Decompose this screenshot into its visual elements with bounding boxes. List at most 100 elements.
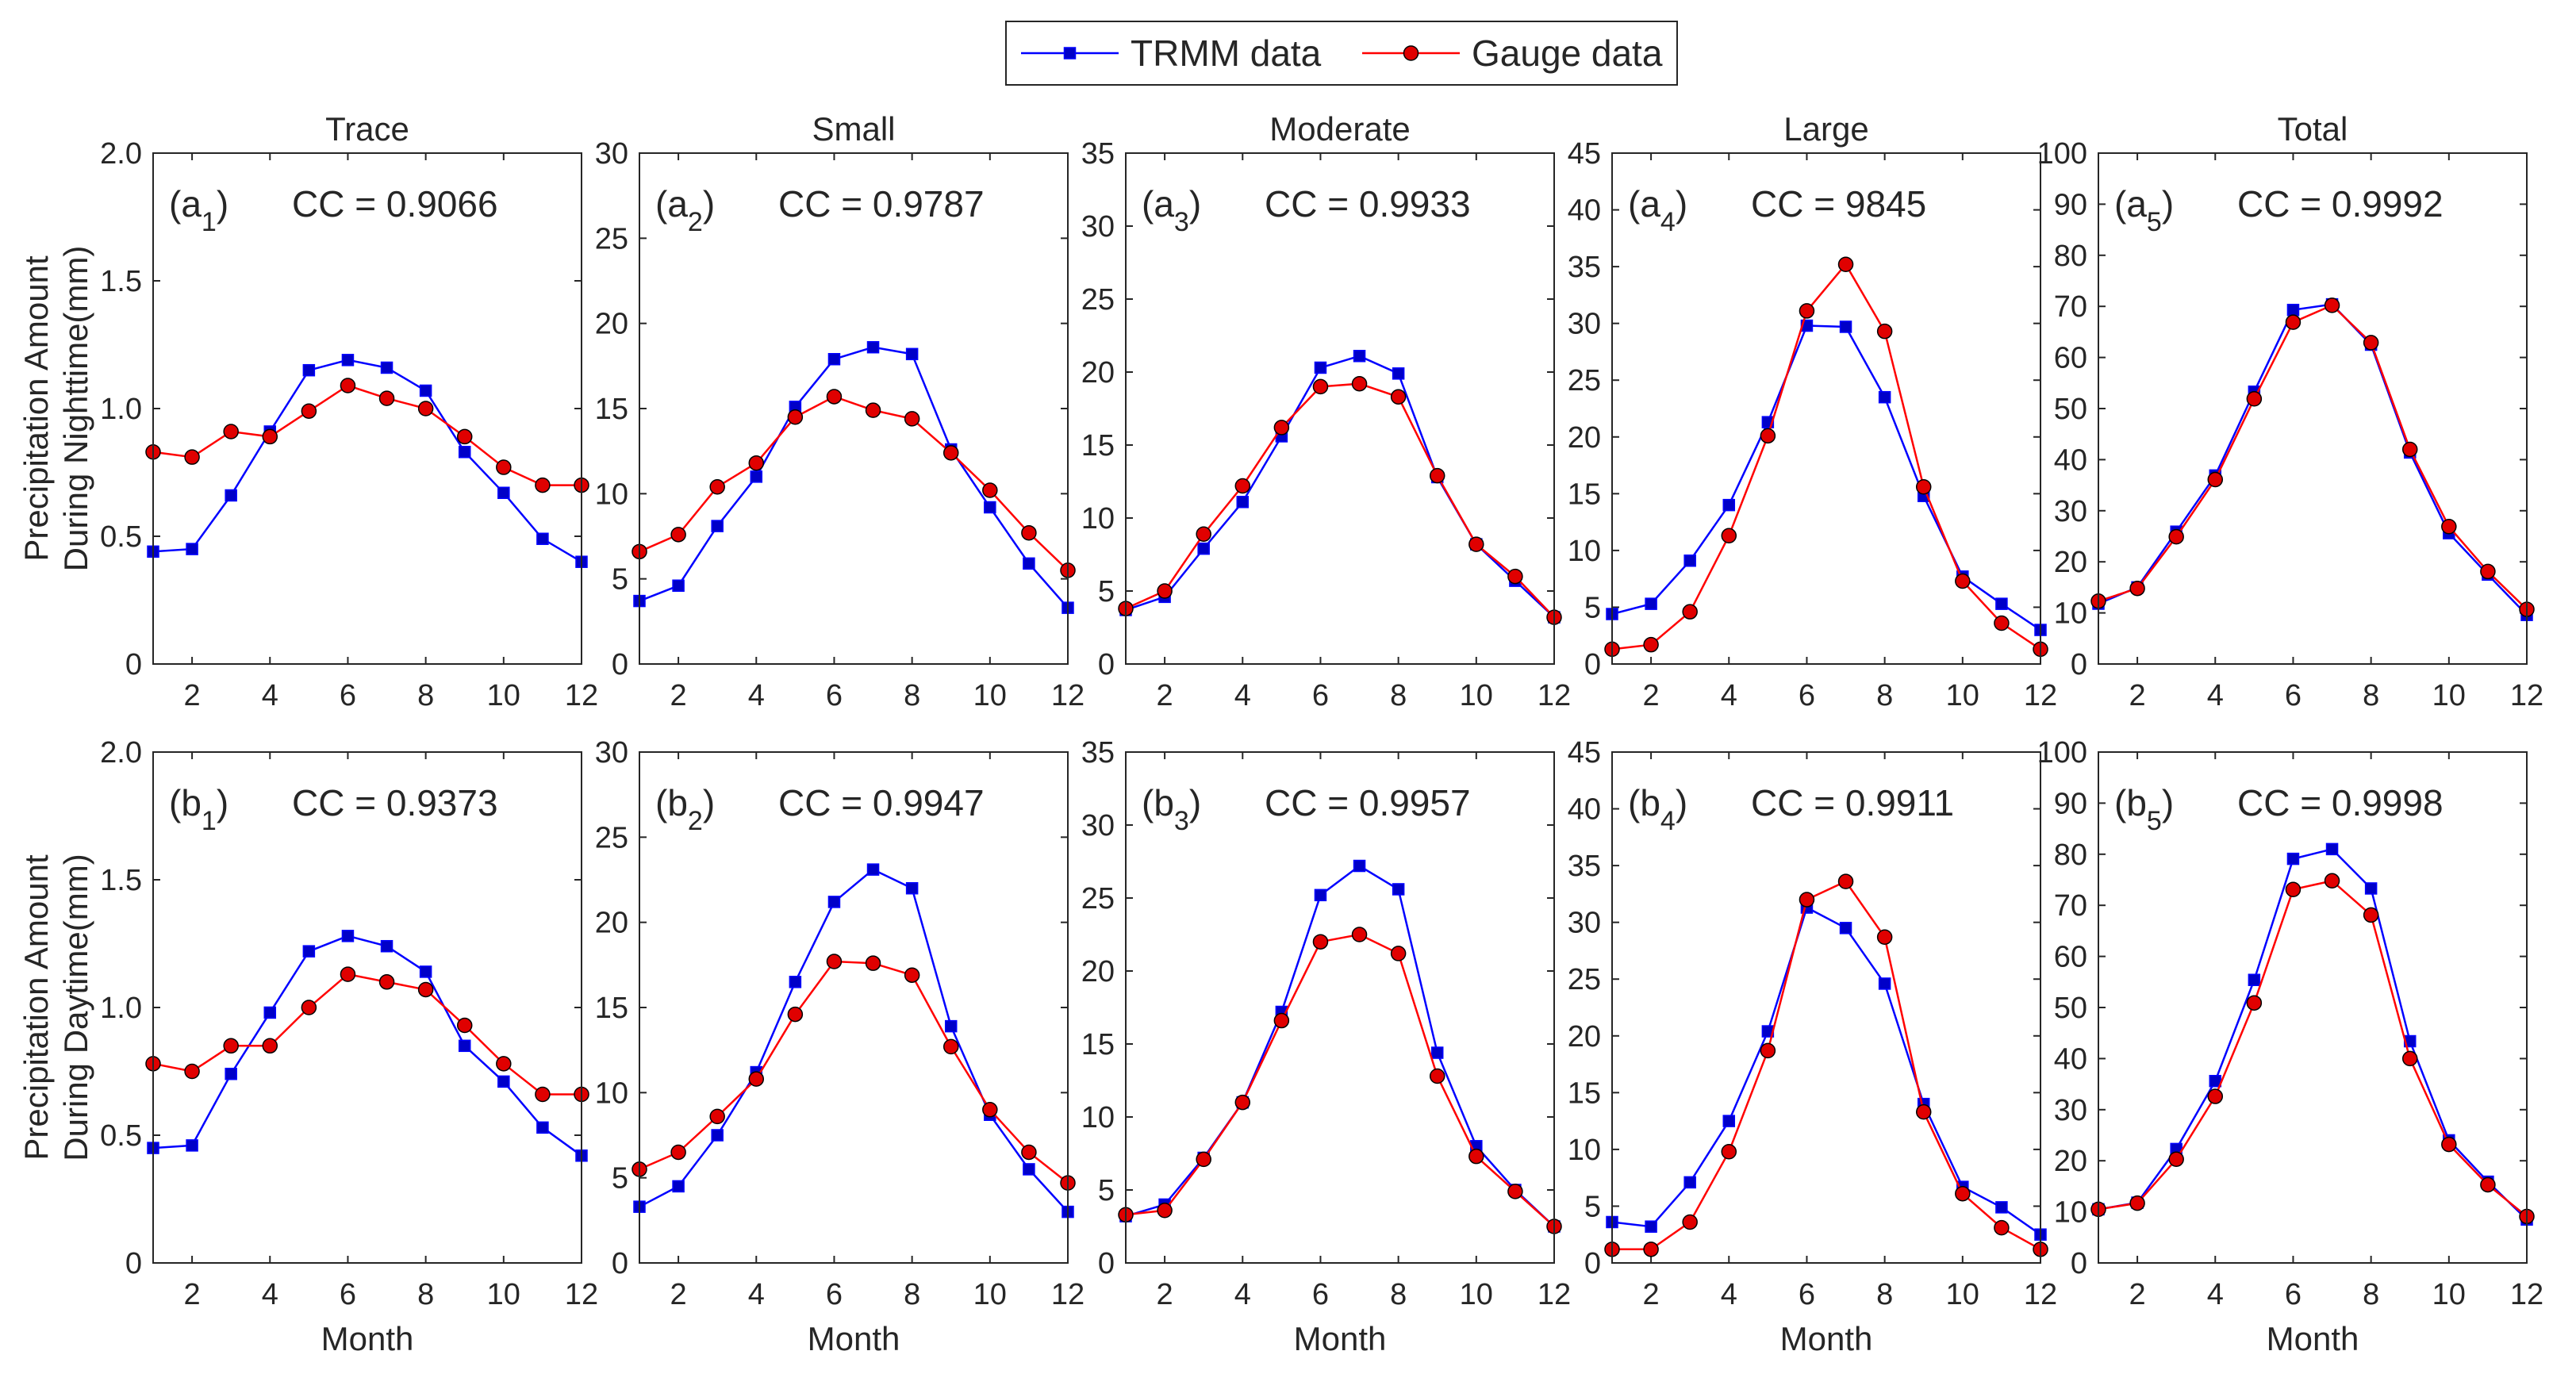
- data-point-gauge-data: [2363, 335, 2379, 351]
- x-tick-label: 2: [2129, 679, 2146, 712]
- data-point-gauge-data: [865, 955, 881, 971]
- data-point-gauge-data: [1915, 1103, 1932, 1120]
- data-point-gauge-data: [535, 477, 551, 493]
- plot-area: [2098, 153, 2527, 664]
- data-point-trmm-data: [1839, 320, 1852, 333]
- data-point-trmm-data: [225, 1067, 237, 1080]
- plot-area: [639, 752, 1068, 1263]
- data-point-gauge-data: [904, 411, 920, 427]
- data-point-gauge-data: [417, 401, 434, 416]
- panel-label-suffix: ): [1676, 782, 1687, 823]
- y-tick-label: 25: [1568, 963, 1601, 996]
- x-tick-label: 10: [2432, 679, 2466, 712]
- data-point-gauge-data: [1876, 323, 1893, 340]
- panel-label-prefix: (b: [169, 782, 202, 823]
- correlation-coefficient: CC = 0.9992: [2237, 183, 2444, 225]
- data-point-gauge-data: [2441, 519, 2457, 535]
- y-tick-label: 25: [595, 821, 628, 854]
- series-line-gauge-data: [2098, 879, 2528, 1218]
- data-point-gauge-data: [262, 428, 278, 445]
- y-tick-label: 40: [1568, 793, 1601, 827]
- data-point-gauge-data: [1837, 256, 1854, 272]
- x-tick-label: 10: [1946, 1278, 1979, 1311]
- data-point-trmm-data: [1353, 350, 1366, 363]
- y-tick-label: 30: [2054, 495, 2087, 528]
- x-tick-label: 2: [1643, 1278, 1660, 1311]
- x-tick-label: 6: [1312, 679, 1329, 712]
- data-point-trmm-data: [419, 965, 432, 978]
- x-tick-label: 10: [487, 679, 520, 712]
- plot-area: [639, 153, 1068, 664]
- x-tick-label: 12: [2510, 1278, 2543, 1311]
- data-point-gauge-data: [262, 1038, 278, 1054]
- legend: TRMM data Gauge data: [1005, 21, 1678, 86]
- data-point-gauge-data: [2129, 1195, 2145, 1211]
- data-point-trmm-data: [536, 1121, 549, 1134]
- series-line-gauge-data: [152, 973, 582, 1096]
- x-tick-label: 8: [904, 679, 920, 712]
- data-point-gauge-data: [2401, 1050, 2418, 1067]
- panel-title: Total: [2278, 110, 2348, 148]
- series-line-gauge-data: [2098, 304, 2528, 610]
- data-point-gauge-data: [1157, 1203, 1173, 1219]
- data-point-trmm-data: [1314, 888, 1327, 902]
- x-tick-label: 4: [262, 679, 278, 712]
- data-point-gauge-data: [1955, 573, 1971, 589]
- data-point-gauge-data: [301, 1000, 317, 1015]
- y-tick-label: 15: [1081, 429, 1115, 462]
- data-point-gauge-data: [1273, 420, 1290, 436]
- data-point-gauge-data: [340, 966, 356, 982]
- y-tick-label: 10: [1081, 502, 1115, 535]
- x-tick-label: 12: [565, 679, 598, 712]
- correlation-coefficient: CC = 0.9947: [778, 782, 985, 823]
- panel-label: (b4): [1628, 782, 1687, 836]
- data-point-gauge-data: [942, 445, 959, 461]
- data-point-gauge-data: [1429, 1068, 1445, 1084]
- y-tick-label: 40: [2054, 1042, 2087, 1076]
- y-tick-label: 5: [1098, 575, 1115, 608]
- y-tick-label: 35: [1081, 137, 1115, 171]
- data-point-gauge-data: [1390, 389, 1407, 405]
- y-tick-label: 40: [2054, 443, 2087, 477]
- y-tick-label: 15: [1568, 478, 1601, 511]
- data-point-gauge-data: [670, 527, 686, 543]
- x-tick-label: 2: [2129, 1278, 2146, 1311]
- data-point-trmm-data: [750, 470, 763, 483]
- data-point-gauge-data: [2168, 528, 2184, 545]
- correlation-coefficient: CC = 0.9787: [778, 183, 985, 225]
- x-tick-label: 8: [1876, 1278, 1893, 1311]
- data-point-trmm-data: [984, 501, 996, 514]
- data-point-gauge-data: [184, 449, 200, 465]
- x-tick-label: 8: [2363, 1278, 2379, 1311]
- data-point-gauge-data: [1234, 1094, 1251, 1111]
- data-point-gauge-data: [1643, 1242, 1659, 1257]
- y-tick-label: 100: [2037, 736, 2087, 770]
- x-tick-label: 6: [826, 679, 843, 712]
- data-point-gauge-data: [1682, 1214, 1698, 1230]
- panel-label-subscript: 4: [1660, 207, 1676, 237]
- y-tick-label: 10: [1568, 1134, 1601, 1167]
- panel-label-subscript: 2: [688, 207, 703, 237]
- plot-frame: [1125, 751, 1555, 1264]
- panel-label-subscript: 4: [1660, 806, 1676, 836]
- panel-title: Small: [812, 110, 895, 148]
- panel-label-prefix: (a: [2114, 183, 2147, 225]
- y-tick-label: 0: [125, 1247, 142, 1280]
- panel-label-suffix: ): [1189, 782, 1201, 823]
- y-tick-label: 0: [1584, 1247, 1601, 1280]
- panel-label: (b5): [2114, 782, 2174, 836]
- data-point-gauge-data: [1799, 303, 1815, 319]
- plot-frame: [639, 751, 1069, 1264]
- x-tick-label: 8: [417, 679, 434, 712]
- x-tick-label: 6: [340, 679, 356, 712]
- plot-frame: [152, 751, 582, 1264]
- panel-b3: 0 5 10 15 20 25 30 35 2 4 6 8 10 12 Month (b3) CC = 0.99…: [1081, 736, 1571, 1357]
- x-tick-label: 4: [1721, 1278, 1737, 1311]
- data-point-trmm-data: [1995, 1201, 2008, 1214]
- y-tick-label: 20: [1081, 356, 1115, 390]
- panel-label: (a4): [1628, 183, 1687, 237]
- data-point-gauge-data: [1876, 929, 1893, 946]
- y-tick-label: 0: [125, 648, 142, 681]
- data-point-trmm-data: [866, 863, 880, 876]
- data-point-trmm-data: [711, 520, 724, 532]
